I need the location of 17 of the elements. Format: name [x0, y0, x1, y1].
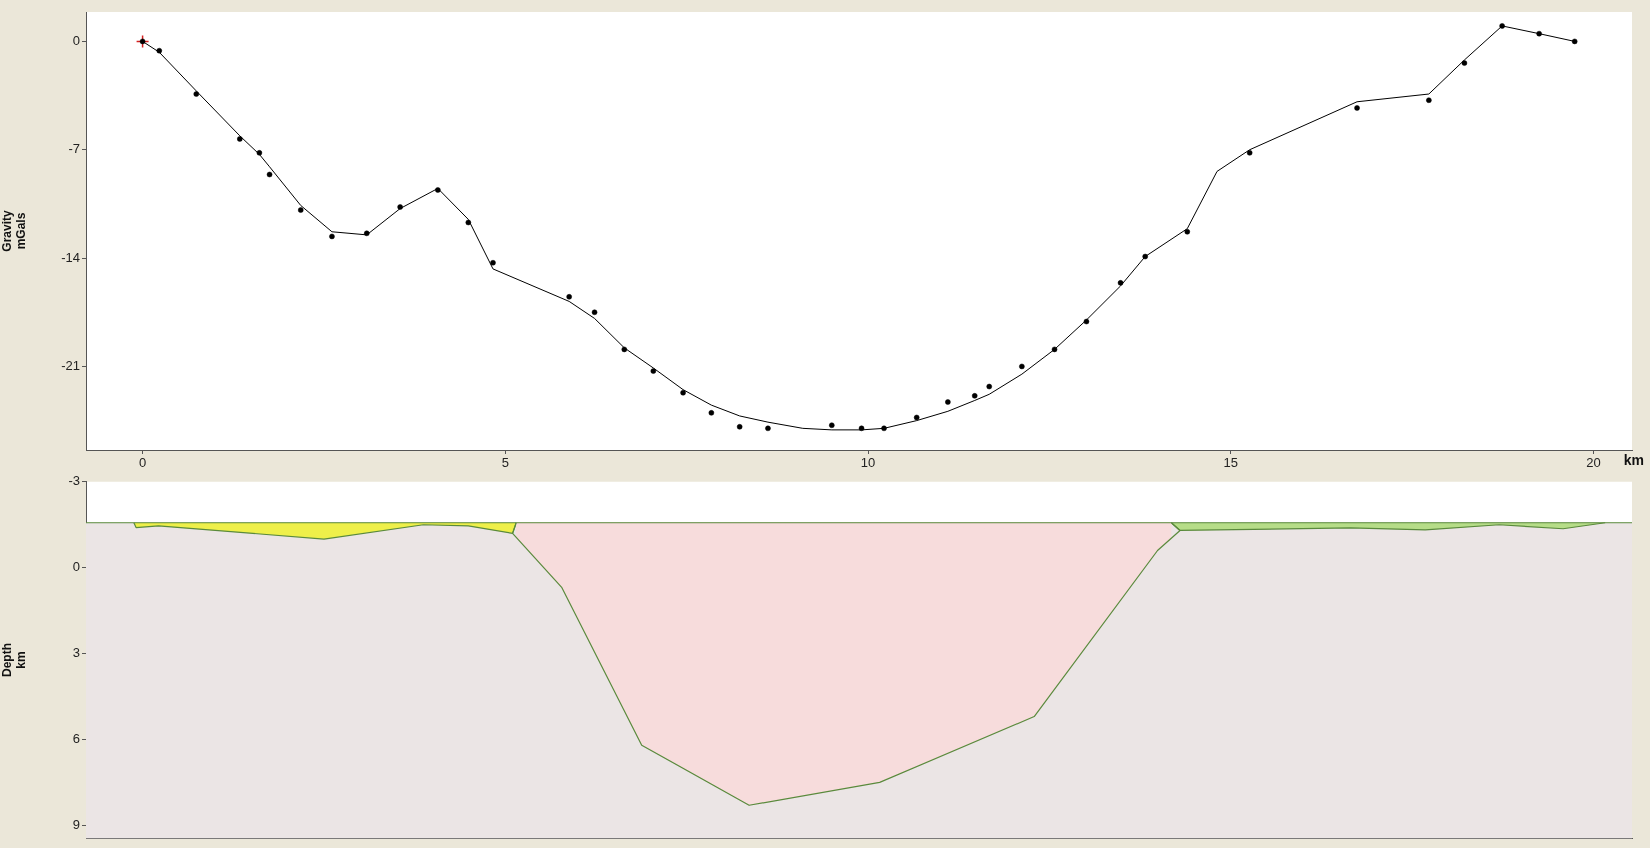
y-tick-label: -3	[68, 473, 80, 489]
y-tick-label: 3	[72, 645, 80, 661]
x-tick-label: 20	[1586, 455, 1601, 471]
y-tick-label: 9	[72, 816, 80, 832]
x-tick-label: 15	[1223, 455, 1239, 471]
x-tick-label: 10	[860, 455, 876, 471]
y-tick-label: -21	[61, 358, 80, 373]
y-axis-title: Gravity mGals	[0, 210, 28, 252]
y-axis-title: Depth km	[0, 643, 28, 677]
y-tick-label: 0	[72, 32, 80, 48]
x-tick-label: 5	[501, 455, 509, 471]
y-tick-label: 6	[72, 731, 80, 747]
y-tick-label: -7	[68, 141, 80, 157]
x-axis-title: km	[1623, 451, 1644, 468]
x-tick-label: 0	[138, 455, 147, 471]
y-tick-label: 0	[72, 559, 80, 575]
y-tick-label: -14	[61, 249, 80, 265]
